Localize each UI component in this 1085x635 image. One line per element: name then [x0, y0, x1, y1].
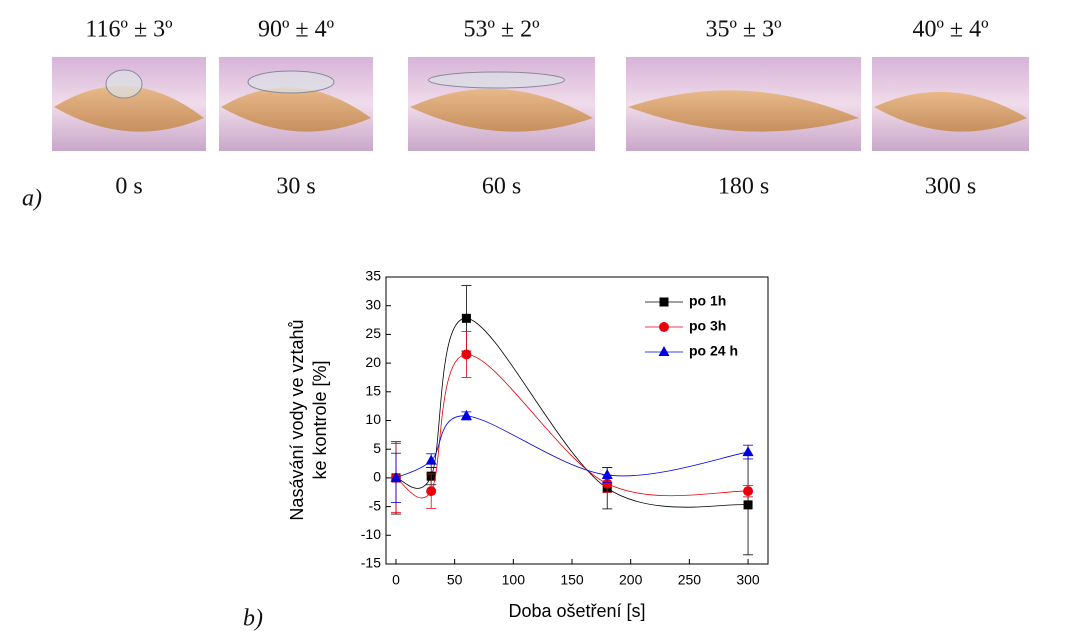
- marker: [742, 446, 754, 457]
- series-line: [395, 415, 749, 479]
- y-tick-label: -15: [361, 555, 381, 571]
- seed: [410, 88, 593, 132]
- y-axis-label: Nasávání vody ve vztahů: [287, 319, 307, 520]
- legend-label: po 24 h: [689, 343, 738, 359]
- y-tick-label: 25: [365, 325, 381, 341]
- x-tick-label: 150: [560, 572, 584, 588]
- marker: [602, 478, 613, 489]
- x-tick-label: 300: [736, 572, 760, 588]
- y-tick-label: 20: [365, 354, 381, 370]
- panel-label: b): [243, 606, 263, 632]
- marker: [390, 471, 402, 482]
- time-label: 30 s: [276, 174, 315, 200]
- x-tick-label: 50: [447, 572, 463, 588]
- x-tick-label: 250: [678, 572, 702, 588]
- seed: [54, 85, 204, 132]
- time-label: 300 s: [925, 174, 976, 200]
- contact-angle: 35º ± 3º: [705, 17, 782, 43]
- seed: [874, 91, 1027, 132]
- photos: [52, 57, 1029, 151]
- marker: [743, 486, 754, 497]
- y-tick-label: 0: [373, 469, 381, 485]
- seed: [221, 87, 371, 132]
- y-tick-label: 5: [373, 440, 381, 456]
- y-tick-label: 35: [365, 268, 381, 284]
- contact-angle: 116º ± 3º: [85, 17, 173, 43]
- y-tick-label: 15: [365, 383, 381, 399]
- contact-angle: 53º ± 2º: [463, 17, 540, 43]
- legend-label: po 3h: [689, 318, 726, 334]
- marker: [601, 469, 613, 480]
- marker: [461, 349, 472, 360]
- x-tick-label: 200: [619, 572, 643, 588]
- y-tick-label: 30: [365, 296, 381, 312]
- seed: [628, 90, 859, 132]
- marker: [425, 454, 437, 465]
- y-tick-label: -10: [361, 526, 381, 542]
- droplet: [247, 70, 335, 94]
- contact-angle: 90º ± 4º: [258, 17, 335, 43]
- time-label: 0 s: [115, 174, 142, 200]
- marker: [426, 486, 437, 497]
- droplet: [428, 71, 565, 89]
- marker: [743, 500, 753, 510]
- legend-label: po 1h: [689, 293, 726, 309]
- x-tick-label: 100: [502, 572, 526, 588]
- time-label: 180 s: [718, 174, 769, 200]
- time-label: 60 s: [482, 174, 521, 200]
- y-axis-label: ke kontrole [%]: [310, 360, 330, 479]
- x-axis-label: Doba ošetření [s]: [508, 601, 645, 621]
- droplet: [105, 69, 143, 99]
- y-tick-label: -5: [369, 497, 382, 513]
- legend-marker: [658, 346, 670, 356]
- panel-label: a): [22, 186, 42, 212]
- legend-marker: [659, 297, 669, 307]
- contact-angle: 40º ± 4º: [912, 17, 989, 43]
- marker: [460, 409, 472, 420]
- y-tick-label: 10: [365, 411, 381, 427]
- series-line: [395, 354, 749, 499]
- marker: [461, 313, 471, 323]
- legend-marker: [659, 322, 669, 332]
- x-tick-label: 0: [392, 572, 400, 588]
